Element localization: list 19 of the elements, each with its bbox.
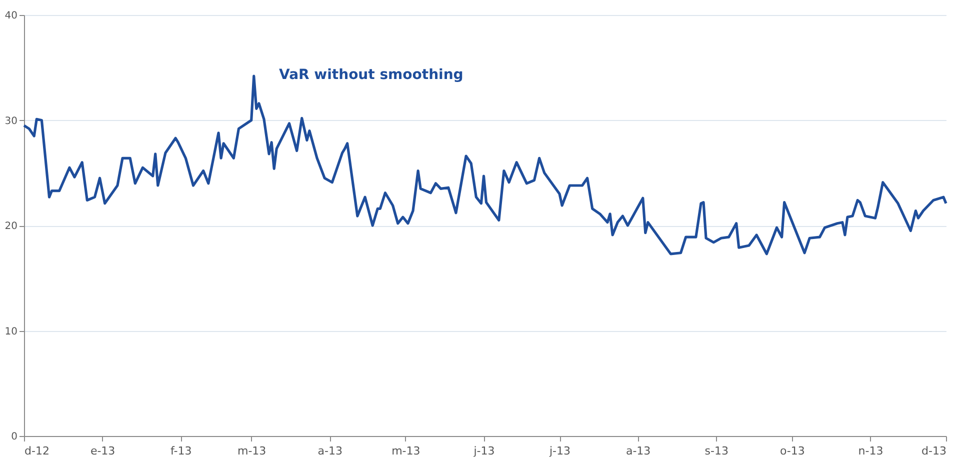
- x-tick-label: d-12: [24, 444, 50, 458]
- y-tick-label: 40: [4, 10, 18, 22]
- y-tick-label: 0: [11, 432, 18, 442]
- x-tick-label: n-13: [858, 444, 884, 458]
- x-tick-label: m-13: [238, 444, 266, 458]
- x-tick-label: s-13: [704, 444, 728, 458]
- y-tick-label: 30: [4, 116, 18, 127]
- x-tick-label: j-13: [548, 444, 571, 458]
- x-tick-label: a-13: [318, 444, 343, 458]
- x-tick-label: f-13: [170, 444, 192, 458]
- x-tick-label: a-13: [626, 444, 651, 458]
- x-tick-label: e-13: [90, 444, 116, 458]
- x-tick-label: o-13: [780, 444, 805, 458]
- x-tick-label: m-13: [392, 444, 420, 458]
- y-tick-label: 10: [4, 326, 18, 338]
- x-tick-label: d-13: [922, 444, 946, 458]
- x-tick-label: j-13: [472, 444, 495, 458]
- y-tick-label: 20: [4, 221, 18, 232]
- series-label: VaR without smoothing: [279, 67, 464, 83]
